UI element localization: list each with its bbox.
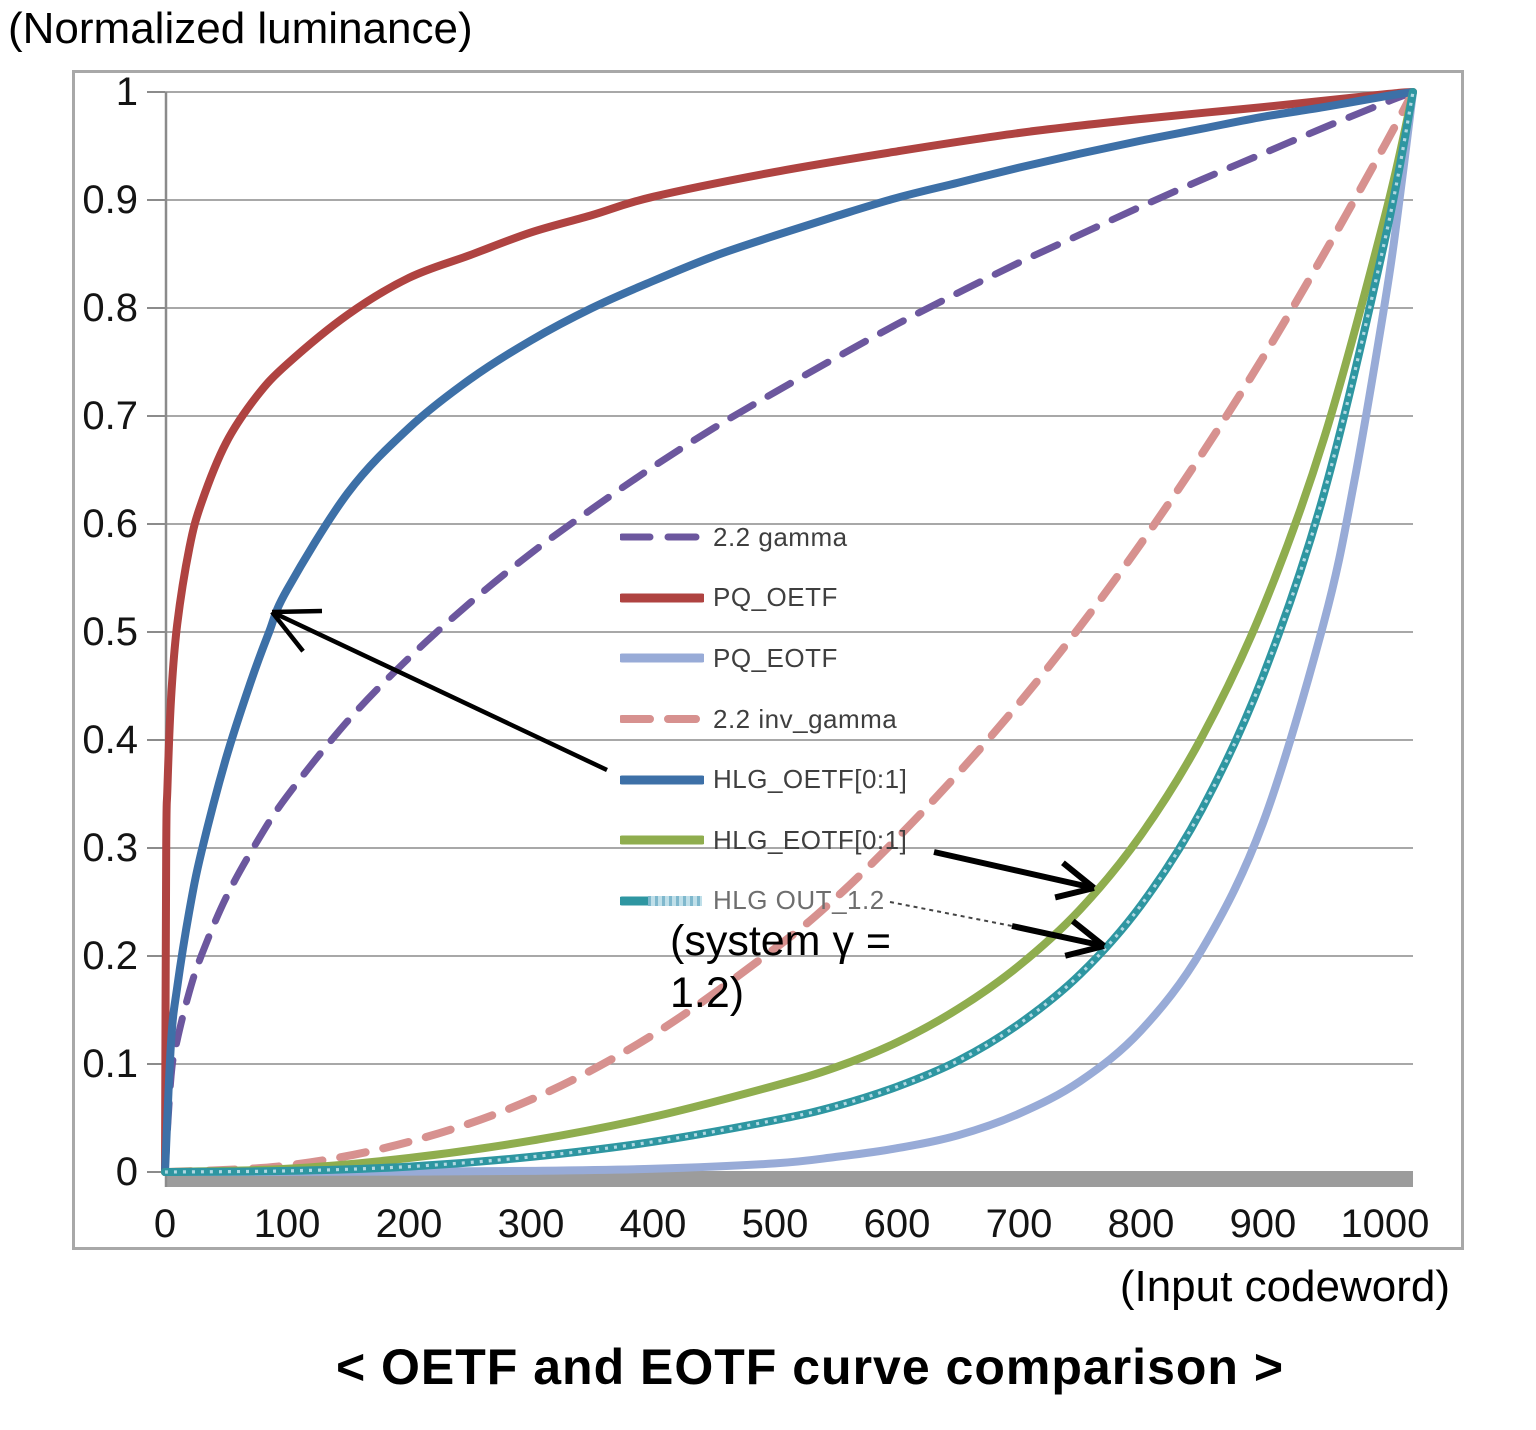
x-tick-label: 0 (153, 1202, 177, 1246)
x-tick-label: 1000 (1340, 1202, 1430, 1246)
legend-label: 2.2 gamma (713, 521, 848, 552)
legend-item-hlg-oetf-0-1: HLG_OETF[0:1] (620, 749, 907, 810)
legend-swatch-hlg-out-1-2-line (620, 895, 702, 906)
legend-item-2-2-inv-gamma: 2.2 inv_gamma (620, 689, 907, 750)
legend-item-pq-eotf: PQ_EOTF (620, 628, 907, 689)
legend-swatch-2-2-inv-gamma-line (620, 715, 704, 724)
legend-swatch-pq-eotf-line (620, 653, 704, 663)
legend-item-hlg-out-1-2: HLG OUT_1.2 (620, 871, 907, 932)
y-tick-label: 1 (115, 70, 138, 114)
x-axis-title: (Input codeword) (1119, 1262, 1450, 1311)
x-tick-label: 700 (985, 1202, 1053, 1246)
chart-caption: < OETF and EOTF curve comparison > (335, 1339, 1285, 1395)
legend-item-2-2-gamma: 2.2 gamma (620, 507, 907, 568)
legend-label: HLG_OETF[0:1] (713, 764, 908, 795)
x-tick-label: 600 (863, 1202, 931, 1246)
system-gamma-annotation: (system γ = 1.2) (670, 917, 892, 1017)
legend-swatch-pq-oetf-line (620, 593, 704, 603)
legend-label: PQ_EOTF (713, 642, 838, 673)
y-tick-label: 0.9 (82, 178, 138, 222)
legend-swatch-hlg-eotf-0-1-line (620, 835, 704, 845)
legend-item-pq-oetf: PQ_OETF (620, 568, 907, 629)
y-axis-title: (Normalized luminance) (8, 4, 473, 53)
legend-label: 2.2 inv_gamma (713, 703, 898, 734)
legend-label: PQ_OETF (713, 582, 838, 613)
y-tick-label: 0.5 (82, 610, 138, 654)
x-tick-label: 900 (1229, 1202, 1297, 1246)
y-tick-label: 0.6 (82, 502, 138, 546)
legend-label: HLG_EOTF[0:1] (713, 824, 908, 855)
x-tick-label: 800 (1107, 1202, 1175, 1246)
legend-label: HLG OUT_1.2 (713, 885, 885, 916)
y-tick-label: 0.3 (82, 826, 138, 870)
x-tick-label: 200 (375, 1202, 443, 1246)
x-tick-label: 500 (741, 1202, 809, 1246)
y-tick-label: 0.1 (82, 1042, 138, 1086)
x-tick-label: 400 (619, 1202, 687, 1246)
y-tick-label: 0 (115, 1150, 138, 1194)
x-tick-label: 100 (253, 1202, 321, 1246)
legend-item-hlg-eotf-0-1: HLG_EOTF[0:1] (620, 810, 907, 871)
x-tick-label: 300 (497, 1202, 565, 1246)
y-tick-label: 0.7 (82, 394, 138, 438)
legend-swatch-hlg-oetf-0-1-line (620, 775, 704, 785)
y-tick-label: 0.8 (82, 286, 138, 330)
y-tick-label: 0.2 (82, 934, 138, 978)
legend: 2.2 gamma PQ_OETF PQ_EOTF 2.2 inv_gamma HLG_… (620, 507, 907, 931)
legend-swatch-2-2-gamma-line (620, 533, 704, 541)
y-tick-label: 0.4 (82, 718, 138, 762)
